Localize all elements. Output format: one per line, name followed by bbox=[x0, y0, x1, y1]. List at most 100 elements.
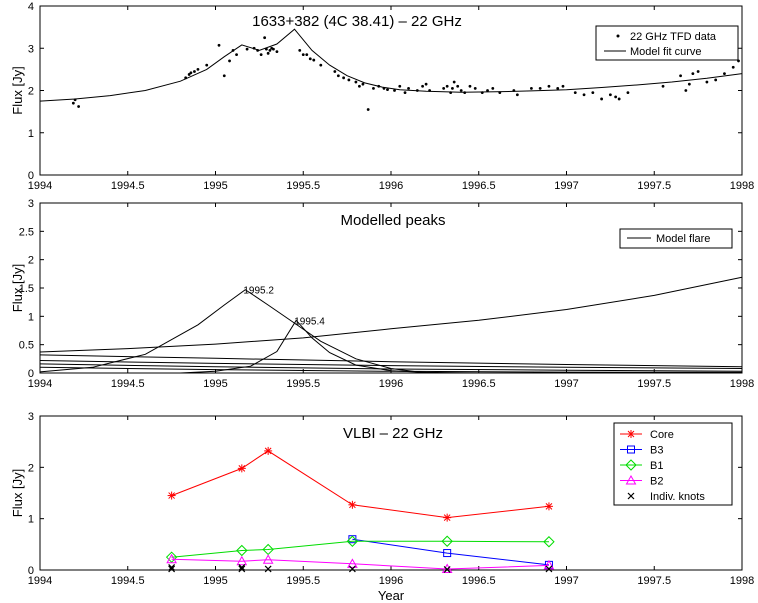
tfd-data-point bbox=[386, 88, 389, 92]
x-tick-label: 1996 bbox=[379, 180, 403, 192]
tfd-data-point bbox=[468, 84, 472, 88]
square-marker bbox=[443, 549, 452, 558]
tfd-data-point bbox=[626, 91, 630, 95]
series-line bbox=[171, 540, 550, 558]
tfd-data-point bbox=[366, 108, 370, 111]
tfd-data-point bbox=[442, 86, 446, 90]
y-tick-label: 1 bbox=[28, 311, 34, 323]
legend-dot-marker bbox=[616, 34, 620, 38]
tfd-data-point bbox=[459, 89, 463, 92]
tfd-data-point bbox=[684, 89, 688, 92]
tfd-data-point bbox=[305, 53, 309, 56]
tfd-data-point bbox=[473, 86, 477, 90]
triangle-marker bbox=[262, 554, 274, 564]
y-tick-label: 0 bbox=[28, 368, 34, 380]
tfd-data-point bbox=[561, 84, 565, 88]
series-b1 bbox=[165, 535, 555, 563]
series-b3 bbox=[348, 535, 553, 569]
y-tick-label: 2 bbox=[28, 86, 34, 98]
diamond-marker bbox=[236, 544, 248, 557]
x-tick-label: 1996.5 bbox=[462, 180, 496, 192]
tfd-data-point bbox=[298, 48, 302, 52]
x-marker bbox=[168, 565, 176, 573]
series-line bbox=[171, 450, 550, 519]
series-indiv-knots bbox=[168, 564, 553, 573]
chart-title: 1633+382 (4C 38.41) – 22 GHz bbox=[252, 13, 462, 30]
triangle-marker bbox=[236, 555, 248, 566]
x-tick-label: 1994 bbox=[28, 180, 52, 192]
series-core bbox=[167, 446, 553, 522]
x-tick-label: 1995.5 bbox=[286, 180, 320, 192]
tfd-data-point bbox=[573, 91, 577, 95]
tfd-data-point bbox=[424, 82, 428, 86]
diamond-marker bbox=[441, 535, 453, 547]
y-tick-label: 4 bbox=[28, 1, 34, 13]
legend-label: Indiv. knots bbox=[650, 491, 705, 503]
tfd-data-point bbox=[245, 47, 249, 51]
x-tick-label: 1994 bbox=[28, 378, 52, 390]
x-tick-label: 1996.5 bbox=[462, 575, 496, 587]
y-tick-label: 1 bbox=[28, 128, 34, 140]
triangle-marker bbox=[166, 553, 177, 564]
x-tick-label: 1995 bbox=[203, 575, 227, 587]
tfd-data-point bbox=[451, 86, 454, 90]
tfd-data-point bbox=[614, 95, 618, 99]
tfd-data-point bbox=[268, 48, 272, 52]
x-marker bbox=[443, 566, 451, 573]
diamond-marker bbox=[543, 536, 555, 548]
tfd-data-point bbox=[263, 36, 267, 40]
series-line bbox=[352, 538, 550, 566]
tfd-data-point bbox=[714, 78, 718, 82]
x-axis-label: Year bbox=[378, 588, 405, 603]
x-marker bbox=[238, 565, 246, 573]
x-tick-label: 1998 bbox=[730, 378, 754, 390]
x-marker bbox=[264, 565, 272, 573]
model-flare-curve bbox=[39, 366, 743, 373]
tfd-data-point bbox=[393, 89, 396, 92]
tfd-data-point bbox=[617, 97, 621, 101]
y-axis-label: Flux [Jy] bbox=[10, 66, 25, 114]
tfd-data-point bbox=[421, 84, 424, 88]
model-flare-curve bbox=[39, 354, 743, 368]
tfd-data-point bbox=[308, 57, 312, 61]
x-tick-label: 1994.5 bbox=[111, 180, 145, 192]
chart-title: Modelled peaks bbox=[340, 212, 445, 229]
tfd-data-point bbox=[452, 80, 456, 84]
tfd-data-point bbox=[731, 65, 735, 69]
tfd-data-point bbox=[259, 53, 263, 56]
series-line bbox=[171, 558, 550, 570]
x-marker bbox=[168, 564, 176, 571]
x-tick-label: 1997.5 bbox=[637, 180, 671, 192]
tfd-data-point bbox=[228, 59, 231, 63]
tfd-data-point bbox=[336, 74, 340, 78]
chart-title: VLBI – 22 GHz bbox=[343, 425, 443, 442]
y-tick-label: 2 bbox=[28, 462, 34, 474]
x-tick-label: 1997.5 bbox=[637, 378, 671, 390]
y-tick-label: 0.5 bbox=[19, 340, 34, 352]
x-tick-label: 1994 bbox=[28, 575, 52, 587]
tfd-data-point bbox=[403, 91, 407, 95]
x-tick-label: 1994.5 bbox=[111, 575, 145, 587]
tfd-data-point bbox=[608, 93, 612, 97]
tfd-data-point bbox=[591, 91, 595, 95]
model-flare-curve bbox=[39, 360, 743, 369]
peak-annotation: 1995.4 bbox=[294, 316, 325, 327]
tfd-data-point bbox=[354, 80, 358, 84]
x-tick-label: 1996.5 bbox=[462, 378, 496, 390]
x-tick-label: 1997.5 bbox=[637, 575, 671, 587]
y-tick-label: 3 bbox=[28, 411, 34, 423]
tfd-data-point bbox=[530, 86, 533, 90]
x-tick-label: 1997 bbox=[554, 180, 578, 192]
tfd-data-point bbox=[319, 63, 323, 67]
tfd-data-point bbox=[301, 53, 305, 56]
legend-label: Model fit curve bbox=[630, 46, 702, 58]
tfd-data-point bbox=[347, 78, 351, 82]
x-marker bbox=[238, 564, 246, 571]
tfd-data-point bbox=[205, 63, 209, 67]
panel-1: 1994 1994.5 1995 1995.5 1996 1996.5 1997 1997.5… bbox=[10, 1, 754, 192]
tfd-data-point bbox=[272, 47, 275, 51]
tfd-data-point bbox=[547, 84, 551, 88]
x-tick-label: 1996 bbox=[379, 575, 403, 587]
legend-label: 22 GHz TFD data bbox=[630, 31, 717, 43]
tfd-data-point bbox=[486, 89, 489, 92]
